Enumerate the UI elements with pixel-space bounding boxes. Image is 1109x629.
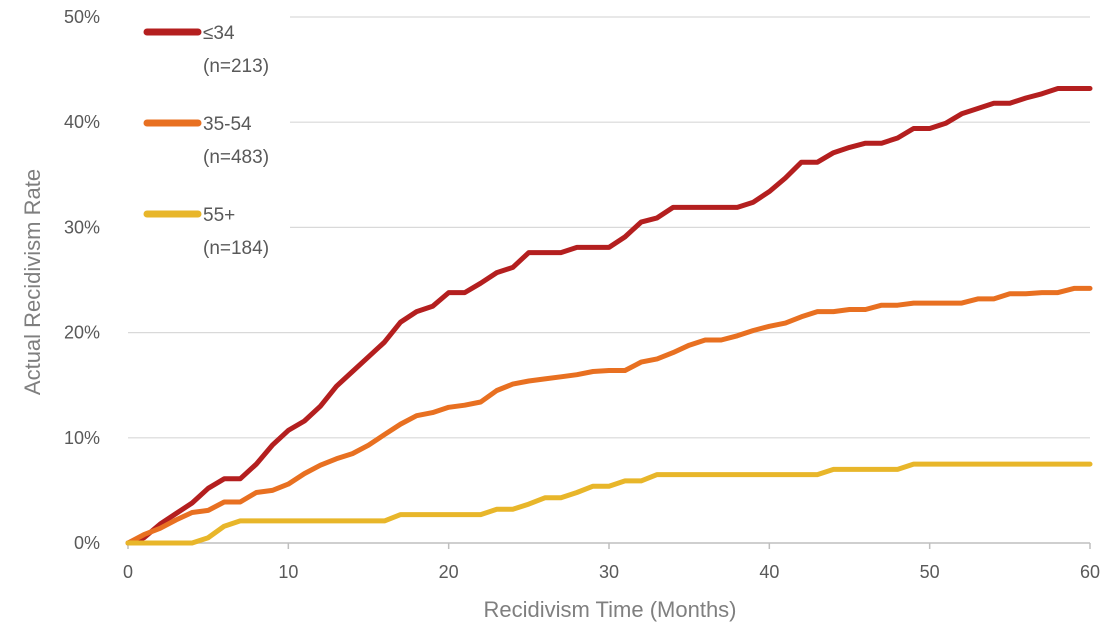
y-tick-label: 30% (64, 217, 100, 237)
series-lines (125, 86, 1093, 546)
legend-count-3: (n=184) (203, 238, 269, 259)
y-tick-label: 10% (64, 428, 100, 448)
y-tick-label: 20% (64, 323, 100, 343)
x-tick-label: 30 (599, 562, 619, 582)
legend-label-2: 35-54 (203, 114, 252, 135)
legend-count-1: (n=213) (203, 56, 269, 77)
x-tick-label: 60 (1080, 562, 1100, 582)
x-tick-label: 20 (439, 562, 459, 582)
x-tick-label: 40 (759, 562, 779, 582)
y-tick-label: 0% (74, 533, 100, 553)
legend-count-2: (n=483) (203, 147, 269, 168)
series-line-3 (125, 461, 1093, 546)
y-axis-title: Actual Recidivism Rate (20, 169, 45, 395)
gridlines (128, 16, 1090, 439)
y-tick-label: 50% (64, 7, 100, 27)
x-tick-label: 10 (278, 562, 298, 582)
legend: ≤34 (n=213) 35-54 (n=483) 55+ (n=184) (143, 23, 269, 259)
axes: 0% 10% 20% 30% 40% 50% 0 10 20 30 40 50 60 (64, 7, 1100, 582)
x-axis-title: Recidivism Time (Months) (483, 597, 736, 622)
series-line-2 (125, 285, 1093, 546)
x-tick-label: 50 (920, 562, 940, 582)
x-tick-label: 0 (123, 562, 133, 582)
y-tick-label: 40% (64, 112, 100, 132)
legend-label-1: ≤34 (203, 23, 235, 44)
legend-label-3: 55+ (203, 205, 235, 226)
series-line-1 (125, 86, 1093, 546)
